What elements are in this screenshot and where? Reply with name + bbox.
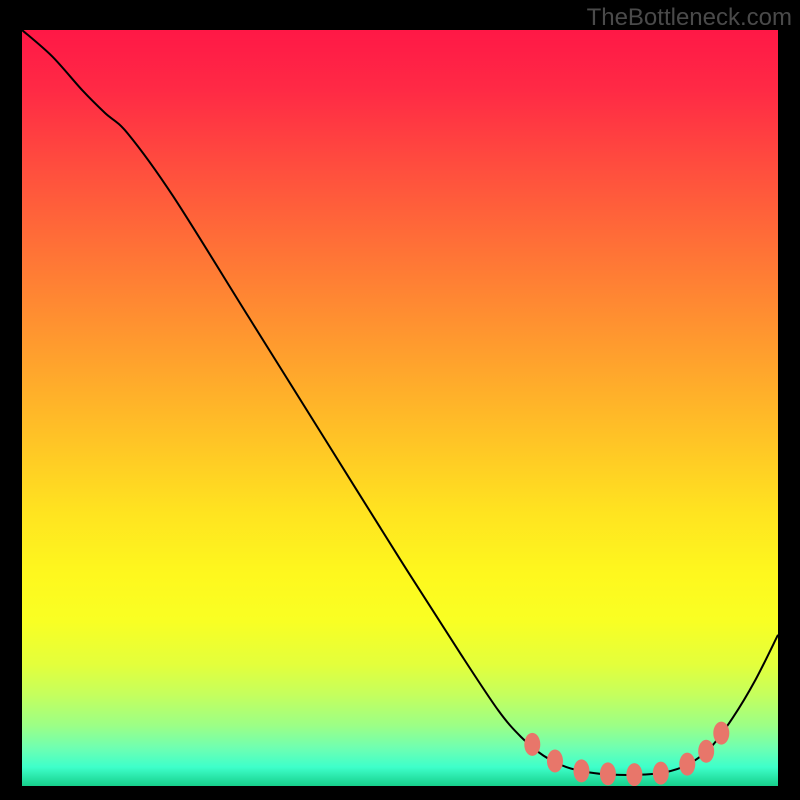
optimal-marker	[547, 750, 563, 773]
optimal-marker	[573, 759, 589, 782]
optimal-marker	[698, 740, 714, 763]
chart-svg	[22, 30, 778, 786]
watermark-text: TheBottleneck.com	[587, 4, 792, 32]
optimal-marker	[653, 762, 669, 785]
optimal-marker	[679, 753, 695, 776]
optimal-marker	[626, 763, 642, 786]
optimal-marker	[713, 722, 729, 745]
optimal-marker	[524, 733, 540, 756]
optimal-marker	[600, 762, 616, 785]
chart-plot-area	[22, 30, 778, 786]
